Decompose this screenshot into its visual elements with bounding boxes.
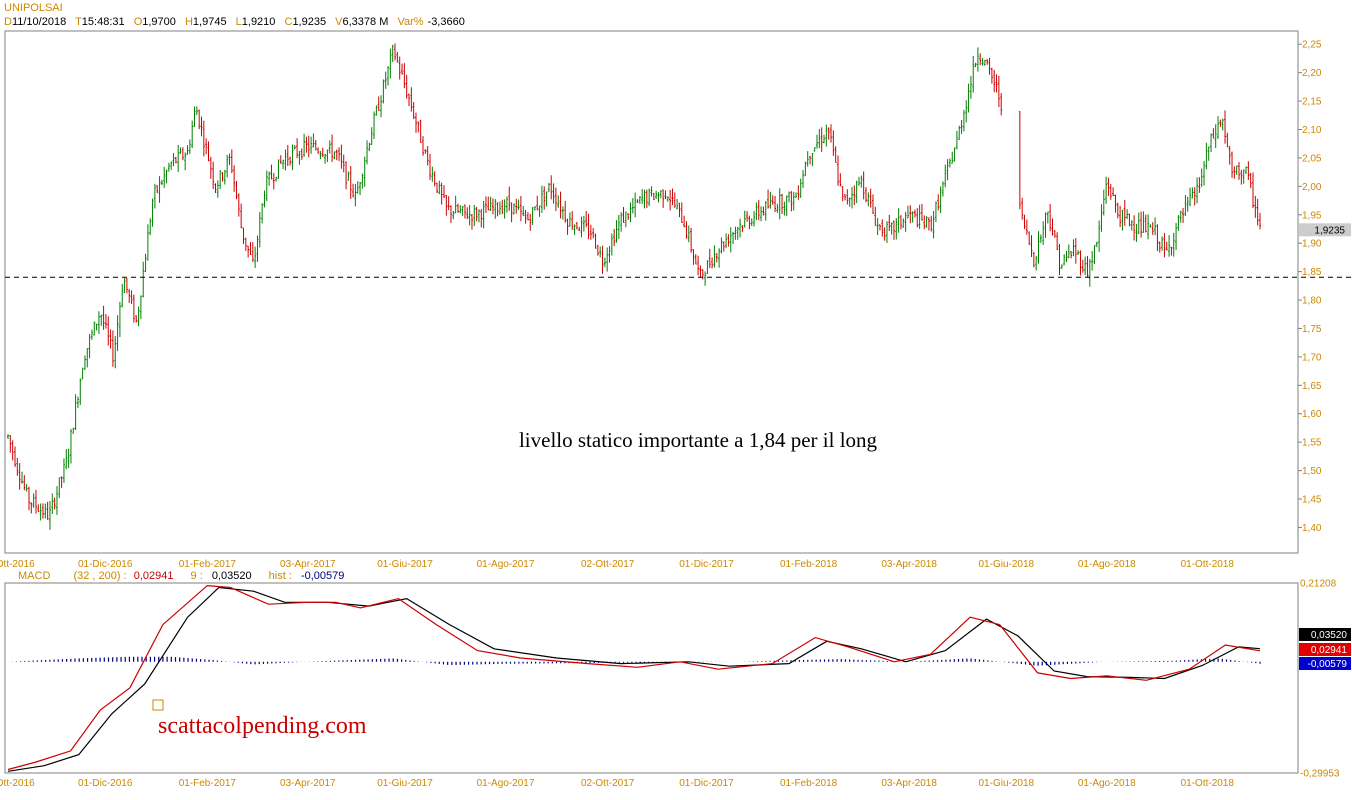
price-x-axis: 03-Ott-2016 01-Dic-2016 01-Feb-2017 03-Apr-… (0, 559, 1234, 570)
macd-value: 0,02941 (134, 570, 174, 582)
hist-value-badge (1299, 657, 1351, 670)
price-y-tick-label: 2,10 (1302, 125, 1322, 136)
header-time: 15:48:31 (82, 16, 125, 28)
hist-badge-text: -0,00579 (1308, 659, 1348, 670)
macd-line (7, 584, 1261, 771)
macd-x-axis: 03-Ott-2016 01-Dic-2016 01-Feb-2017 03-Apr-… (0, 778, 1234, 789)
macd-header-line: MACD (32 , 200) : 0,02941 9 : 0,03520 hi… (18, 570, 344, 582)
header-high: 1,9745 (193, 16, 227, 28)
price-y-tick-label: 1,45 (1302, 494, 1322, 505)
macd-y-axis: 0,21208 -0,29953 (1300, 579, 1340, 780)
date-tick-label: 01-Giu-2017 (377, 778, 433, 789)
date-tick-label: 01-Giu-2017 (377, 559, 433, 570)
header-quote-line: D11/10/2018 T15:48:31 O1,9700 H1,9745 L1… (4, 16, 465, 28)
date-tick-label: 01-Ago-2018 (1078, 559, 1136, 570)
date-tick-label: 01-Ott-2018 (1181, 778, 1235, 789)
date-tick-label: 01-Ago-2017 (477, 559, 535, 570)
header-var-label: Var% (397, 16, 423, 28)
date-tick-label: 03-Ott-2016 (0, 778, 35, 789)
header-open-label: O (134, 16, 143, 28)
price-y-tick-label: 1,65 (1302, 381, 1322, 392)
price-y-tick-label: 2,25 (1302, 40, 1322, 51)
signal-badge-text: 0,03520 (1311, 630, 1348, 641)
date-tick-label: 01-Feb-2017 (179, 559, 237, 570)
header-high-label: H (185, 16, 193, 28)
header-low-label: L (236, 16, 242, 28)
date-tick-label: 03-Apr-2018 (881, 559, 937, 570)
price-y-tick-label: 2,20 (1302, 68, 1322, 79)
date-tick-label: 03-Apr-2018 (881, 778, 937, 789)
price-y-tick-label: 1,50 (1302, 466, 1322, 477)
price-y-tick-label: 1,40 (1302, 523, 1322, 534)
signal-value-badge (1299, 628, 1351, 641)
date-tick-label: 03-Ott-2016 (0, 559, 35, 570)
header-low: 1,9210 (242, 16, 276, 28)
price-y-tick-label: 1,80 (1302, 296, 1322, 307)
date-tick-label: 01-Ago-2017 (477, 778, 535, 789)
macd-badge-text: 0,02941 (1311, 645, 1348, 656)
macd-histogram (11, 656, 1261, 666)
price-y-tick-label: 1,55 (1302, 438, 1322, 449)
date-tick-label: 02-Ott-2017 (581, 778, 635, 789)
price-y-tick-label: 1,75 (1302, 324, 1322, 335)
header-close-label: C (284, 16, 292, 28)
macd-label: MACD (18, 570, 50, 582)
price-y-tick-label: 1,95 (1302, 210, 1322, 221)
header-volume-label: V (335, 16, 343, 28)
macd-y-tick-label: -0,29953 (1300, 769, 1340, 780)
annotation-static-level: livello statico importante a 1,84 per il… (519, 428, 878, 452)
header-date-label: D (4, 16, 12, 28)
date-tick-label: 01-Feb-2017 (179, 778, 237, 789)
date-tick-label: 01-Dic-2016 (78, 778, 133, 789)
header-open: 1,9700 (142, 16, 176, 28)
symbol-title: UNIPOLSAI (4, 2, 63, 14)
header-time-label: T (75, 16, 82, 28)
price-candles (7, 43, 1261, 530)
header-date: 11/10/2018 (12, 16, 66, 28)
header-var: -3,3660 (428, 16, 465, 28)
macd-hist-label: hist : (269, 570, 292, 582)
watermark-text: scattacolpending.com (158, 713, 367, 739)
last-price-badge (1299, 223, 1351, 237)
macd-value-badge (1299, 643, 1351, 656)
price-y-tick-label: 2,15 (1302, 97, 1322, 108)
macd-signal-label: 9 : (191, 570, 203, 582)
watermark-box-icon (152, 699, 164, 711)
price-y-tick-label: 1,70 (1302, 352, 1322, 363)
price-y-axis: 2,25 2,20 2,15 2,10 2,05 2,00 1,95 1,90 1,85 1,80… (1298, 40, 1322, 534)
date-tick-label: 02-Ott-2017 (581, 559, 635, 570)
date-tick-label: 01-Dic-2017 (679, 559, 734, 570)
date-tick-label: 03-Apr-2017 (280, 778, 336, 789)
header-volume: 6,3378 M (343, 16, 389, 28)
macd-y-tick-label: 0,21208 (1300, 579, 1337, 590)
macd-signal-line (7, 586, 1261, 772)
date-tick-label: 01-Feb-2018 (780, 559, 838, 570)
price-panel-frame (4, 30, 1299, 554)
price-y-tick-label: 1,90 (1302, 239, 1322, 250)
price-y-tick-label: 1,60 (1302, 409, 1322, 420)
date-tick-label: 03-Apr-2017 (280, 559, 336, 570)
price-y-tick-label: 2,05 (1302, 153, 1322, 164)
last-price-label: 1,9235 (1314, 225, 1345, 236)
date-tick-label: 01-Feb-2018 (780, 778, 838, 789)
macd-hist-value: -0,00579 (301, 570, 344, 582)
macd-signal-value: 0,03520 (212, 570, 252, 582)
macd-panel-frame (4, 582, 1299, 774)
date-tick-label: 01-Dic-2017 (679, 778, 734, 789)
date-tick-label: 01-Ago-2018 (1078, 778, 1136, 789)
date-tick-label: 01-Ott-2018 (1181, 559, 1235, 570)
date-tick-label: 01-Dic-2016 (78, 559, 133, 570)
price-y-tick-label: 2,00 (1302, 182, 1322, 193)
price-y-tick-label: 1,85 (1302, 267, 1322, 278)
date-tick-label: 01-Giu-2018 (979, 559, 1035, 570)
date-tick-label: 01-Giu-2018 (979, 778, 1035, 789)
header-close: 1,9235 (292, 16, 326, 28)
macd-params: (32 , 200) : (73, 570, 126, 582)
